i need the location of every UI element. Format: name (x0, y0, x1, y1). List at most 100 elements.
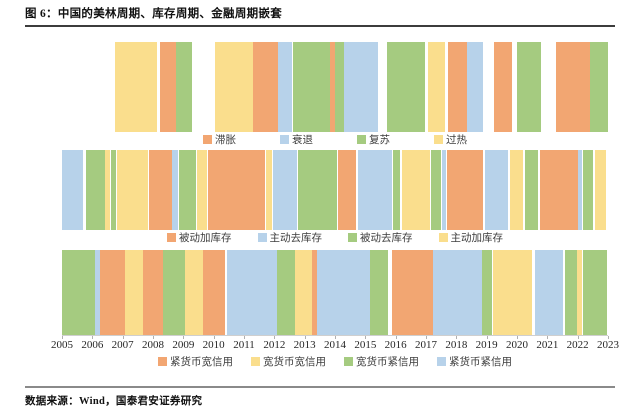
phase-segment (516, 42, 541, 132)
legend-swatch-icon (348, 233, 357, 242)
phase-segment (149, 150, 173, 230)
x-axis: 2005 2006 2007 2008 2009 2010 2011 2012 2013 2014… (51, 336, 619, 354)
legend-item: 复苏 (357, 132, 390, 147)
axis-tick (456, 336, 458, 339)
phase-segment (590, 42, 608, 132)
axis-tick-label: 2015 (354, 339, 377, 351)
legend-label: 滞胀 (215, 135, 236, 146)
phase-segment (266, 150, 272, 230)
axis-tick-label: 2006 (81, 339, 104, 351)
axis-tick (274, 336, 276, 339)
phase-segment (207, 150, 265, 230)
phase-segment (330, 42, 335, 132)
phase-segment (392, 250, 433, 335)
axis-tick (122, 336, 124, 339)
phase-segment (116, 150, 149, 230)
phase-segment (431, 150, 442, 230)
axis-tick (183, 336, 185, 339)
phase-segment (172, 150, 178, 230)
legend-item: 紧货币宽信用 (158, 354, 233, 369)
axis-tick (395, 336, 397, 339)
phase-segment (62, 250, 96, 335)
legend-item: 宽货币紧信用 (344, 354, 419, 369)
legend-swatch-icon (167, 233, 176, 242)
legend-item: 紧货币紧信用 (437, 354, 512, 369)
phase-segment (273, 150, 298, 230)
axis-tick-label: 2017 (415, 339, 437, 351)
phase-segment (159, 42, 177, 132)
phase-segment (317, 250, 371, 335)
phase-segment (482, 250, 493, 335)
data-source: 数据来源：Wind，国泰君安证券研究 (25, 396, 203, 407)
axis-tick (516, 336, 518, 339)
axis-tick (243, 336, 245, 339)
phase-segment (442, 150, 446, 230)
axis-tick-label: 2009 (172, 339, 195, 351)
phase-segment (583, 150, 594, 230)
financial-cycle-legend: 紧货币宽信用 宽货币宽信用 宽货币紧信用 紧货币紧信用 (62, 354, 608, 369)
legend-item: 过热 (434, 132, 467, 147)
phase-segment (338, 150, 356, 230)
axis-tick-label: 2021 (536, 339, 559, 351)
legend-label: 复苏 (369, 135, 390, 146)
phase-segment (583, 250, 608, 335)
phase-segment (432, 250, 483, 335)
axis-tick-label: 2018 (445, 339, 468, 351)
axis-tick-label: 2014 (324, 339, 346, 351)
axis-tick (335, 336, 336, 339)
axis-tick (426, 336, 427, 339)
axis-tick-label: 2011 (233, 339, 255, 351)
legend-label: 衰退 (292, 135, 313, 146)
legend-label: 紧货币宽信用 (170, 357, 233, 368)
legend-item: 被动加库存 (167, 230, 232, 245)
phase-segment (115, 42, 157, 132)
phase-segment (493, 42, 513, 132)
phase-segment (185, 250, 204, 335)
legend-item: 主动加库存 (438, 230, 504, 245)
legend-item: 衰退 (280, 132, 313, 147)
figure-title: 图 6：中国的美林周期、库存周期、金融周期嵌套 (25, 8, 283, 20)
phase-segment (335, 42, 345, 132)
phase-segment (387, 42, 426, 132)
phase-segment (111, 150, 116, 230)
axis-tick (304, 336, 306, 339)
phase-segment (428, 42, 446, 132)
axis-tick (92, 336, 94, 339)
legend-swatch-icon (357, 135, 366, 144)
legend-label: 过热 (446, 135, 467, 146)
axis-tick (486, 336, 488, 339)
phase-segment (446, 150, 484, 230)
axis-tick-label: 2013 (293, 339, 316, 351)
axis-tick-label: 2007 (111, 339, 134, 351)
footer-divider (25, 386, 615, 388)
legend-item: 滞胀 (203, 132, 236, 147)
legend-swatch-icon (434, 135, 443, 144)
legend-label: 主动加库存 (450, 233, 504, 244)
phase-segment (525, 150, 538, 230)
axis-tick (547, 336, 549, 339)
phase-segment (540, 150, 578, 230)
legend-item: 被动去库存 (348, 230, 413, 245)
legend-item: 主动去库存 (257, 230, 323, 245)
legend-label: 主动去库存 (269, 233, 323, 244)
phase-segment (142, 250, 163, 335)
phase-segment (125, 250, 143, 335)
phase-segment (105, 150, 110, 230)
axis-tick (153, 336, 154, 339)
phase-segment (577, 150, 582, 230)
legend-swatch-icon (251, 357, 260, 366)
phase-segment (485, 150, 508, 230)
axis-tick-label: 2012 (263, 339, 286, 351)
phase-segment (62, 150, 83, 230)
legend-label: 宽货币宽信用 (263, 357, 326, 368)
axis-tick (577, 336, 579, 339)
axis-tick-label: 2020 (505, 339, 528, 351)
legend-swatch-icon (438, 233, 448, 242)
legend-swatch-icon (158, 357, 167, 366)
axis-tick-label: 2005 (51, 339, 73, 351)
phase-segment (311, 250, 318, 335)
phase-segment (565, 250, 578, 335)
phase-segment (510, 150, 524, 230)
inventory-cycle-bars (62, 150, 608, 230)
phase-segment (466, 42, 483, 132)
